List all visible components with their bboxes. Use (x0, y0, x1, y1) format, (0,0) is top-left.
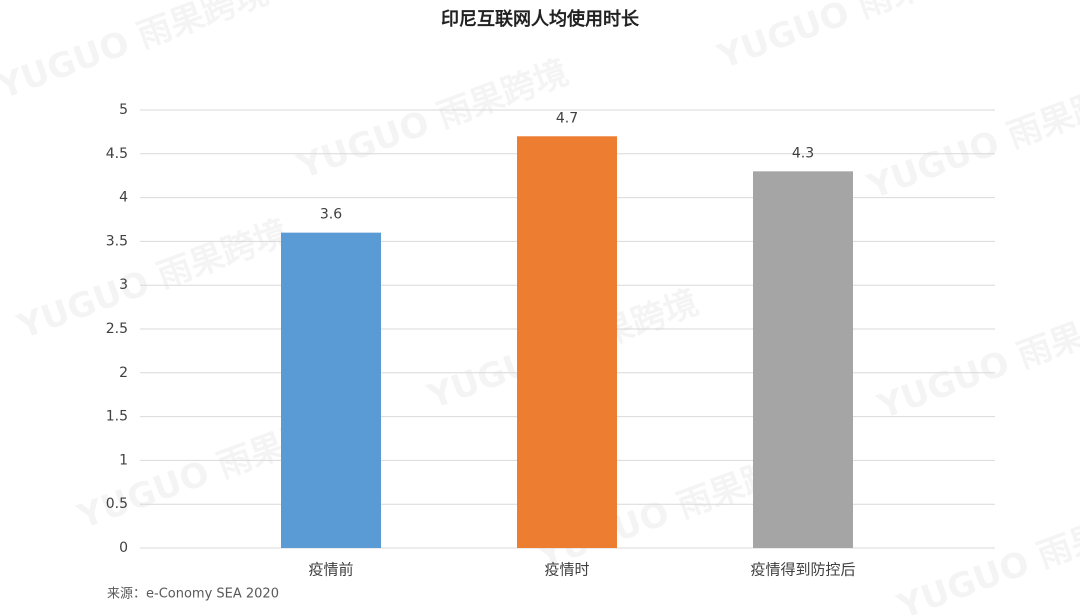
y-tick-label: 3 (119, 277, 128, 293)
data-label: 4.7 (556, 110, 578, 126)
watermark: YUGUO 雨果跨境 (872, 292, 1080, 427)
x-tick-label: 疫情得到防控后 (750, 561, 855, 579)
watermark: YUGUO 雨果跨境 (12, 212, 294, 347)
watermark: YUGUO 雨果跨境 (0, 0, 274, 108)
y-tick-label: 5 (119, 102, 128, 118)
y-tick-label: 1 (119, 452, 128, 468)
bar (281, 232, 381, 548)
chart-title: 印尼互联网人均使用时长 (441, 8, 640, 30)
watermark: YUGUO 雨果跨境 (862, 72, 1080, 207)
watermark: YUGUO 雨果跨境 (712, 0, 994, 78)
y-tick-label: 0.5 (106, 496, 128, 512)
y-tick-label: 3.5 (106, 233, 128, 249)
y-tick-label: 0 (119, 540, 128, 556)
x-tick-label: 疫情前 (308, 561, 353, 579)
y-tick-label: 2 (119, 365, 128, 381)
x-tick-label: 疫情时 (544, 561, 589, 579)
bar (753, 171, 853, 548)
source-note: 来源：e-Conomy SEA 2020 (107, 587, 279, 602)
y-tick-label: 1.5 (106, 409, 128, 425)
bar (517, 136, 617, 548)
watermark: YUGUO 雨果跨境 (892, 492, 1080, 615)
y-tick-label: 4 (119, 190, 128, 206)
data-label: 3.6 (320, 207, 342, 223)
data-label: 4.3 (792, 145, 814, 161)
y-tick-label: 2.5 (106, 321, 128, 337)
y-tick-label: 4.5 (106, 146, 128, 162)
